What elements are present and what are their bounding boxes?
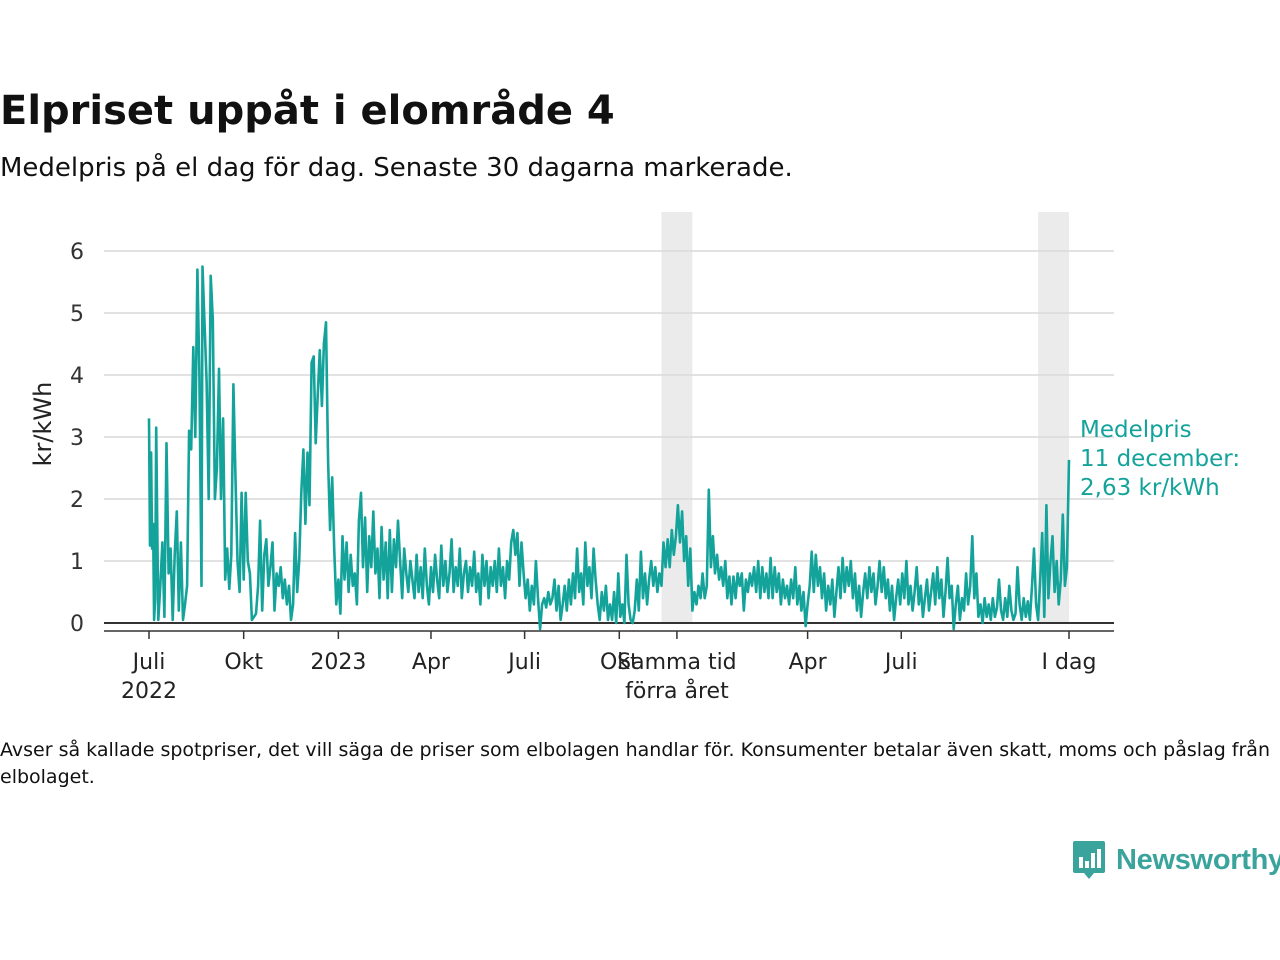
newsworthy-logo-text: Newsworthy [1116, 843, 1280, 876]
x-tick-label: Juli [883, 650, 918, 675]
newsworthy-logo-icon [1073, 841, 1105, 879]
x-tick-label: Apr [789, 650, 828, 675]
y-tick-label: 5 [70, 302, 84, 327]
annotation-line-2: 11 december: [1080, 446, 1240, 472]
y-tick-label: 3 [70, 426, 84, 451]
y-axis-label: kr/kWh [29, 382, 57, 467]
footnote: Avser så kallade spotpriser, det vill sä… [0, 739, 1270, 788]
x-tick-label: I dag [1042, 650, 1097, 675]
y-tick-label: 2 [70, 488, 84, 513]
annotation-line-3: 2,63 kr/kWh [1080, 475, 1220, 501]
chart-title: Elpriset uppåt i elområde 4 [0, 88, 615, 134]
x-tick-label: Juli [506, 650, 541, 675]
x-tick-label: Samma tid [617, 650, 737, 675]
x-tick-label: Juli [131, 650, 166, 675]
newsworthy-logo: Newsworthy [1072, 838, 1280, 882]
y-axis-ticks: 0 1 2 3 4 5 6 [70, 240, 84, 637]
x-tick-label: Okt [224, 650, 263, 675]
y-tick-label: 6 [70, 240, 84, 265]
y-tick-label: 0 [70, 612, 84, 637]
series-line-1 [147, 265, 1071, 631]
series-group [147, 265, 1071, 631]
annotation-line-1: Medelpris [1080, 417, 1192, 443]
x-tick-label: förra året [625, 678, 729, 704]
y-tick-label: 4 [70, 364, 84, 389]
x-tick-label: 2023 [310, 650, 366, 675]
x-tick-label: Okt [600, 650, 639, 675]
current-price-annotation: Medelpris 11 december: 2,63 kr/kWh [1080, 417, 1240, 501]
chart-subtitle: Medelpris på el dag för dag. Senaste 30 … [0, 153, 793, 183]
x-tick-label: Apr [412, 650, 451, 675]
y-tick-label: 1 [70, 550, 84, 575]
x-tick-label: 2022 [121, 679, 177, 704]
gridlines [104, 250, 1114, 624]
